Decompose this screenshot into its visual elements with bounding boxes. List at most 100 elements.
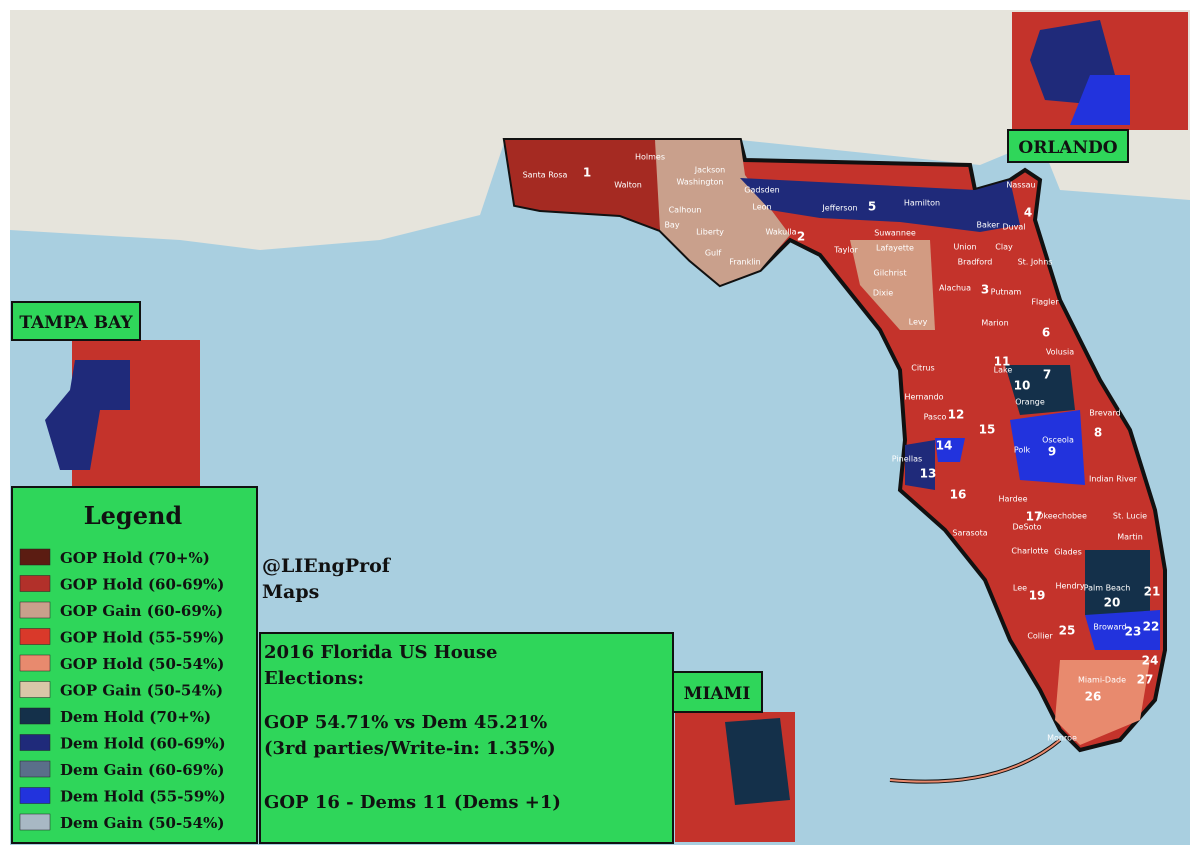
- district-2-west: [655, 140, 790, 285]
- legend-swatch: [19, 575, 51, 592]
- county-label: Jackson: [694, 166, 725, 175]
- district-number: 24: [1142, 654, 1159, 668]
- district-number: 2: [797, 230, 805, 244]
- legend-label: Dem Gain (60-69%): [60, 761, 224, 779]
- legend-swatch: [19, 813, 51, 831]
- mainland-north: [10, 10, 1190, 250]
- district-number: 9: [1048, 445, 1056, 459]
- district-number: 19: [1029, 589, 1046, 603]
- district-2-east: [850, 240, 935, 330]
- district-number: 7: [1043, 368, 1051, 382]
- county-label: Sarasota: [952, 529, 987, 538]
- legend-label: Dem Gain (50-54%): [60, 814, 224, 832]
- county-label: Collier: [1027, 632, 1053, 641]
- county-label: Gulf: [705, 249, 721, 258]
- county-label: Glades: [1054, 548, 1082, 557]
- county-label: Brevard: [1089, 409, 1120, 418]
- county-label: DeSoto: [1012, 523, 1041, 532]
- county-label: Gadsden: [744, 186, 779, 195]
- county-label: Pinellas: [892, 455, 922, 464]
- credit: Maps: [262, 581, 319, 603]
- county-label: Dixie: [873, 289, 893, 298]
- legend-swatch: [19, 654, 51, 672]
- county-label: Franklin: [729, 258, 760, 267]
- county-label: Monroe: [1047, 734, 1077, 743]
- district-number: 17: [1026, 510, 1043, 524]
- legend-label: Dem Hold (60-69%): [60, 735, 226, 753]
- district-number: 3: [981, 283, 989, 297]
- district-number: 8: [1094, 426, 1102, 440]
- district-14: [935, 438, 965, 462]
- district-number: 21: [1144, 585, 1161, 599]
- county-label: Miami-Dade: [1078, 676, 1126, 685]
- info-title: 2016 Florida US House: [264, 642, 497, 663]
- county-label: Hardee: [999, 495, 1028, 504]
- info-third: (3rd parties/Write-in: 1.35%): [264, 738, 556, 759]
- county-label: Taylor: [833, 246, 858, 255]
- legend-label: GOP Hold (60-69%): [60, 576, 224, 594]
- county-label: Pasco: [924, 413, 947, 422]
- district-number: 14: [936, 439, 953, 453]
- legend-label: GOP Gain (50-54%): [60, 682, 223, 700]
- county-label: Nassau: [1006, 181, 1035, 190]
- legend-title: Legend: [84, 501, 183, 530]
- district-9: [1010, 410, 1085, 485]
- district-number: 10: [1014, 379, 1031, 393]
- county-label: Charlotte: [1011, 547, 1048, 556]
- district-1: [505, 140, 660, 230]
- legend-swatch: [19, 734, 51, 751]
- county-label: Washington: [676, 178, 723, 187]
- legend-label: GOP Hold (55-59%): [60, 629, 224, 647]
- info-seats: GOP 16 - Dems 11 (Dems +1): [264, 792, 561, 813]
- legend-label: GOP Hold (50-54%): [60, 655, 224, 673]
- inset-label: TAMPA BAY: [19, 313, 133, 333]
- legend-swatch: [19, 681, 51, 698]
- county-label: Orange: [1015, 398, 1045, 407]
- legend-swatch: [19, 601, 51, 619]
- county-label: Baker: [977, 221, 1001, 230]
- district-number: 12: [948, 408, 965, 422]
- county-label: Martin: [1117, 533, 1143, 542]
- county-label: Duval: [1002, 223, 1025, 232]
- county-label: St. Lucie: [1113, 512, 1147, 521]
- county-label: Hendry: [1055, 582, 1084, 591]
- legend-swatch: [19, 707, 51, 725]
- county-label: Marion: [981, 319, 1008, 328]
- county-label: Bradford: [958, 258, 993, 267]
- district-number: 11: [994, 355, 1011, 369]
- district-number: 15: [979, 423, 996, 437]
- district-number: 26: [1085, 690, 1102, 704]
- county-label: Clay: [995, 243, 1013, 252]
- county-label: Wakulla: [765, 228, 796, 237]
- county-label: Osceola: [1042, 436, 1074, 445]
- info-title: Elections:: [264, 668, 364, 689]
- district-number: 22: [1143, 620, 1160, 634]
- district-number: 23: [1125, 625, 1142, 639]
- legend-swatch: [19, 787, 51, 804]
- district-number: 20: [1104, 596, 1121, 610]
- county-label: Flagler: [1031, 298, 1059, 307]
- miami-inset-dem: [725, 718, 790, 805]
- district-10: [1005, 365, 1075, 415]
- county-label: Jefferson: [821, 204, 857, 213]
- inset-label: MIAMI: [684, 684, 751, 704]
- district-number: 6: [1042, 326, 1050, 340]
- district-26: [1055, 660, 1150, 745]
- district-number: 25: [1059, 624, 1076, 638]
- florida-outline: [502, 138, 1167, 753]
- county-label: Leon: [752, 203, 771, 212]
- tampa-label-box: [11, 301, 141, 341]
- tampa-inset-dem: [45, 360, 130, 470]
- legend-label: GOP Gain (60-69%): [60, 602, 223, 620]
- county-label: Putnam: [991, 288, 1022, 297]
- county-label: Okeechobee: [1037, 512, 1087, 521]
- county-label: Holmes: [635, 153, 665, 162]
- county-label: Volusia: [1046, 348, 1074, 357]
- county-label: Lake: [994, 366, 1013, 375]
- county-label: Polk: [1014, 446, 1031, 455]
- county-label: Suwannee: [874, 229, 916, 238]
- county-label: Palm Beach: [1084, 584, 1131, 593]
- district-13: [905, 440, 935, 490]
- county-label: Calhoun: [669, 206, 702, 215]
